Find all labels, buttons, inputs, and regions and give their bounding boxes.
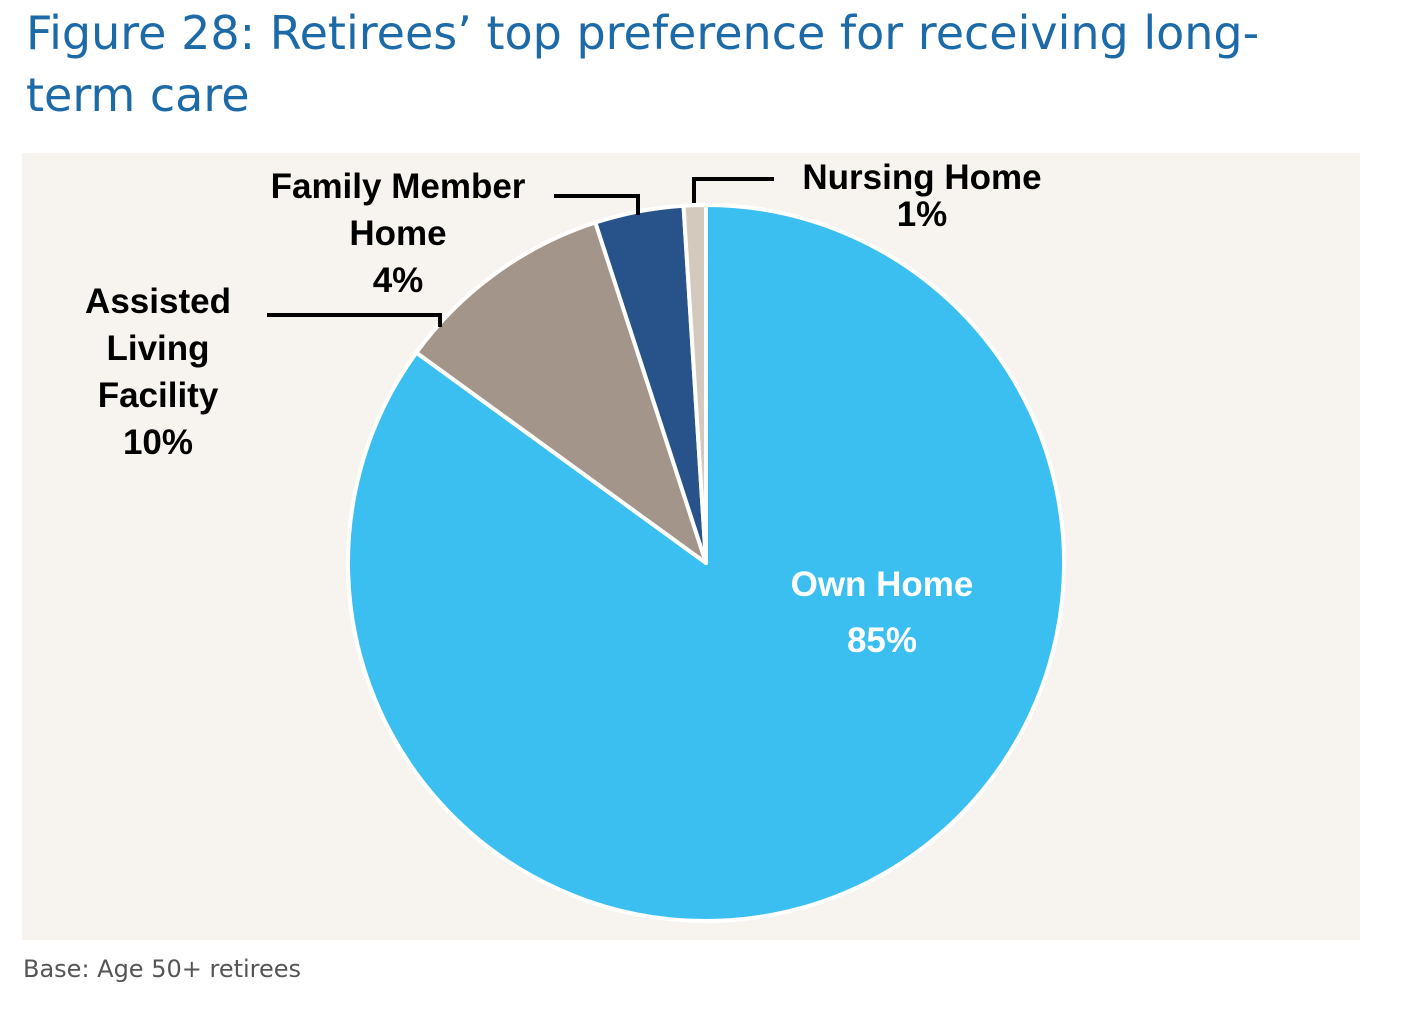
slice-label-line: Assisted bbox=[85, 282, 231, 321]
chart-panel: Own Home 85% Assisted Living Facility 10% Fami… bbox=[22, 153, 1360, 940]
pie-slice-assisted-living-facility bbox=[414, 220, 708, 565]
pie-chart: Own Home 85% Assisted Living Facility 10% Fami… bbox=[85, 158, 1066, 923]
slice-label-line: 10% bbox=[123, 423, 193, 462]
slice-label-own-home: Own Home 85% bbox=[791, 565, 974, 660]
leader-line-family-member-home bbox=[554, 194, 640, 215]
slice-label-nursing-home: Nursing Home 1% bbox=[802, 158, 1041, 234]
leader-line-assisted-living-facility bbox=[267, 313, 442, 327]
slice-label-line: Own Home bbox=[791, 565, 974, 604]
footnote: Base: Age 50+ retirees bbox=[23, 955, 302, 983]
slice-label-family-member-home: Family Member Home 4% bbox=[271, 167, 526, 300]
slice-label-line: Living bbox=[106, 329, 209, 368]
slice-label-assisted-living-facility: Assisted Living Facility 10% bbox=[85, 282, 231, 462]
chart-title: Figure 28: Retirees’ top preference for … bbox=[26, 6, 1260, 122]
slice-label-line: Family Member bbox=[271, 167, 526, 206]
slice-label-line: Facility bbox=[98, 376, 219, 415]
leader-line-nursing-home bbox=[692, 177, 774, 203]
slice-label-line: 1% bbox=[897, 195, 948, 234]
slice-label-line: 85% bbox=[847, 621, 917, 660]
slice-label-line: Home bbox=[349, 214, 446, 253]
slice-label-line: Nursing Home bbox=[802, 158, 1041, 197]
pie-slice-nursing-home bbox=[681, 203, 708, 565]
slice-label-line: 4% bbox=[373, 261, 424, 300]
